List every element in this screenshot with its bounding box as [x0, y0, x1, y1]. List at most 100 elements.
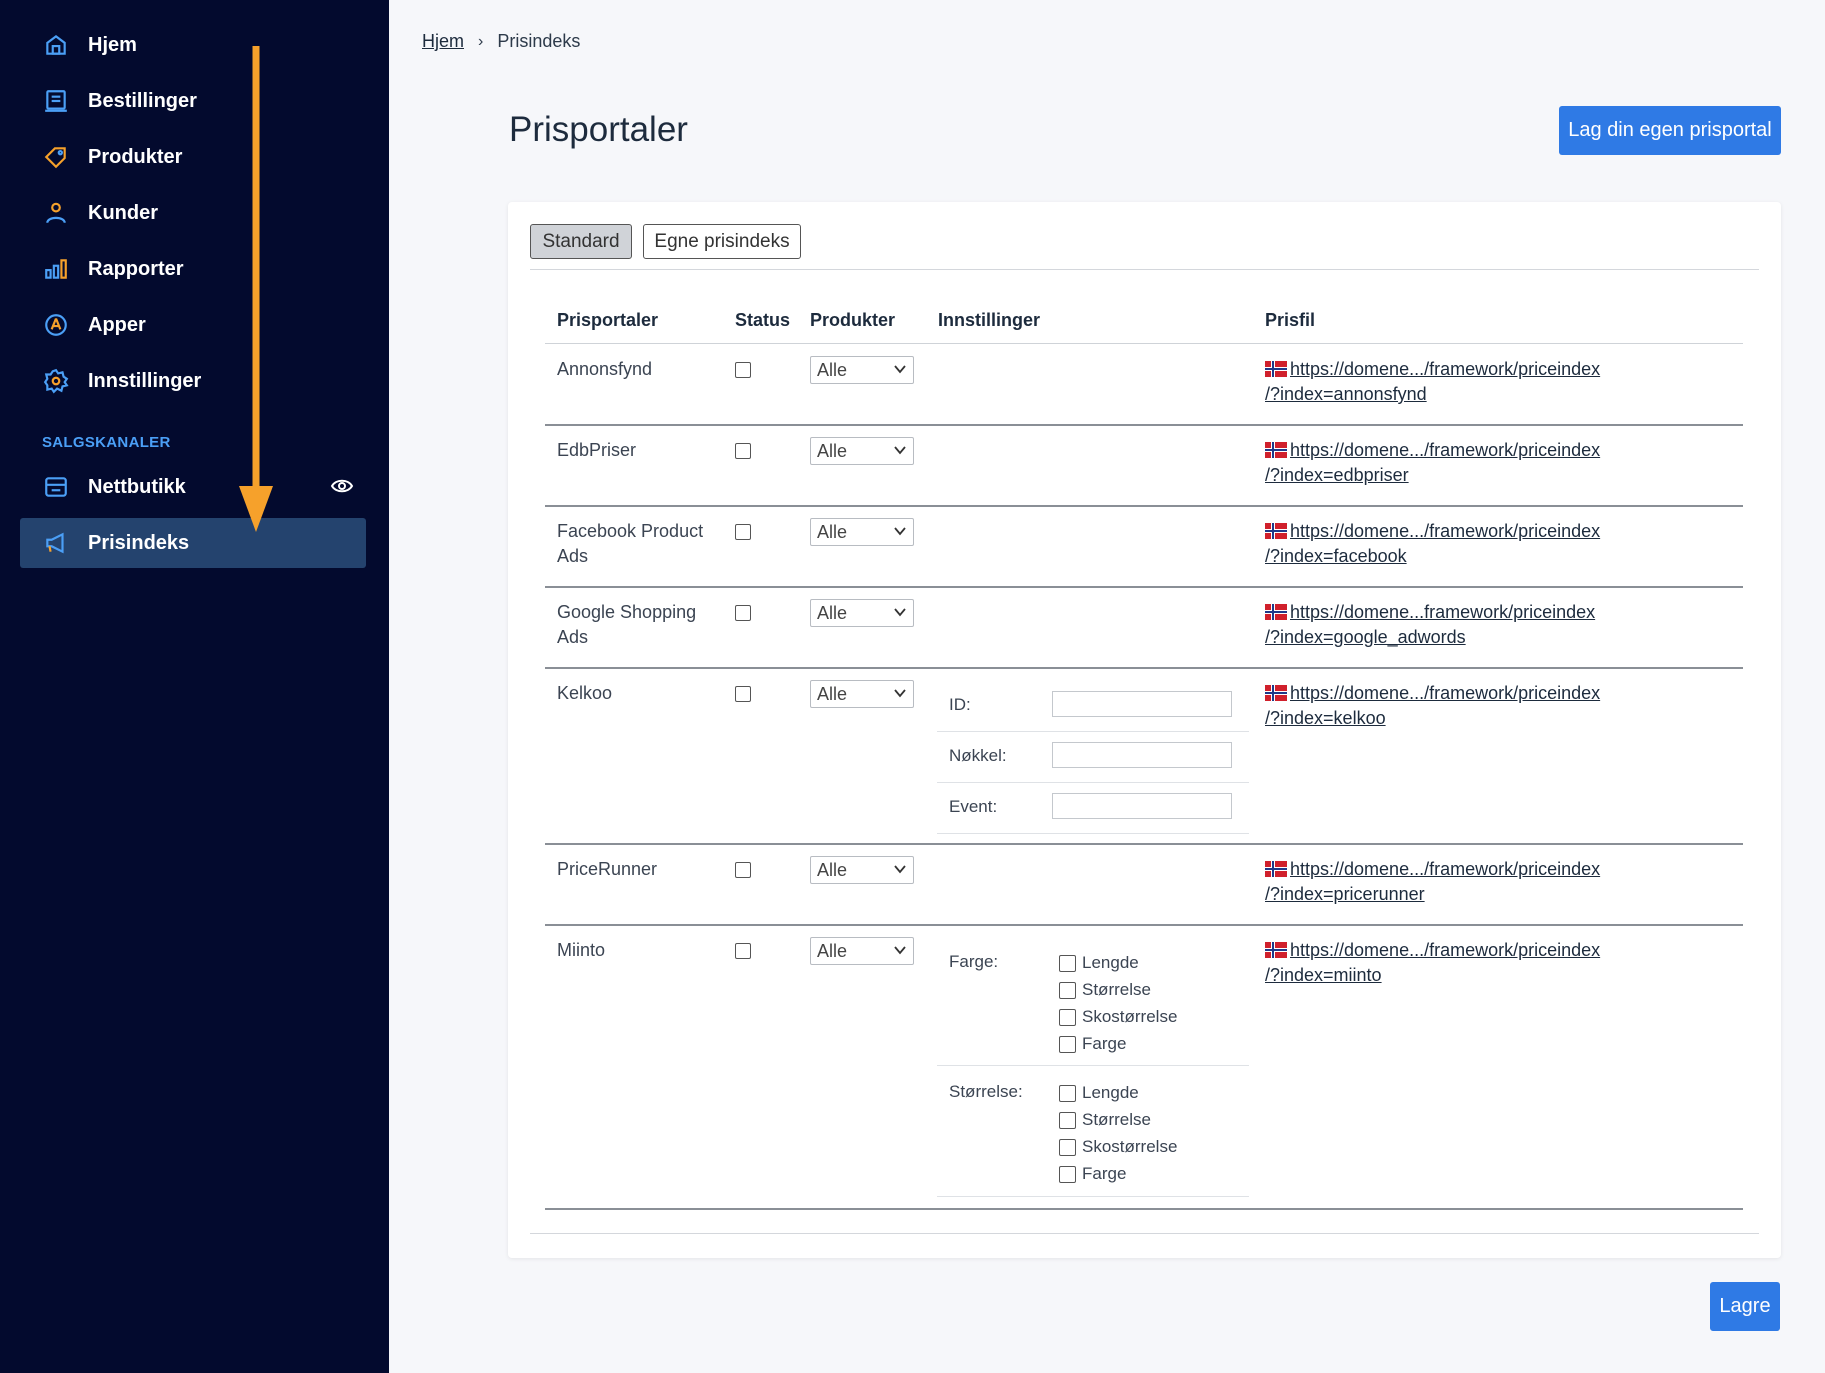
norway-flag-icon — [1265, 685, 1287, 701]
option-lengde[interactable]: Lengde — [1059, 1083, 1139, 1103]
kelkoo-key-input[interactable] — [1052, 742, 1232, 768]
select-value: Alle — [817, 440, 848, 461]
kelkoo-event-label: Event: — [949, 797, 998, 816]
select-value: Alle — [817, 359, 848, 380]
select-value: Alle — [817, 859, 848, 880]
products-select[interactable]: Alle — [810, 437, 914, 465]
norway-flag-icon — [1265, 442, 1287, 458]
user-icon — [42, 199, 70, 227]
pricefile-link[interactable]: https://domene.../framework/priceindex/?… — [1265, 940, 1601, 985]
divider — [937, 731, 1249, 732]
sidebar-item-bestillinger[interactable]: Bestillinger — [20, 76, 366, 126]
option-farge[interactable]: Farge — [1059, 1164, 1126, 1184]
status-checkbox[interactable] — [735, 605, 751, 621]
products-select[interactable]: Alle — [810, 518, 914, 546]
chevron-down-icon — [894, 608, 906, 617]
pricefile-link[interactable]: https://domene.../framework/priceindex/?… — [1265, 859, 1601, 904]
divider — [937, 1196, 1249, 1197]
portal-name: EdbPriser — [557, 440, 637, 460]
header-status: Status — [735, 310, 791, 330]
checkbox[interactable] — [1059, 981, 1076, 999]
products-select[interactable]: Alle — [810, 599, 914, 627]
sidebar-item-label: Bestillinger — [88, 89, 197, 112]
sidebar-item-nettbutikk[interactable]: Nettbutikk — [20, 462, 366, 512]
kelkoo-id-input[interactable] — [1052, 691, 1232, 717]
megaphone-icon — [42, 529, 70, 557]
sidebar-item-label: Rapporter — [88, 257, 184, 280]
norway-flag-icon — [1265, 523, 1287, 539]
pricefile-link[interactable]: https://domene.../framework/priceindex/?… — [1265, 683, 1601, 728]
portal-name: Miinto — [557, 940, 606, 960]
products-select[interactable]: Alle — [810, 937, 914, 965]
kelkoo-event-input[interactable] — [1052, 793, 1232, 819]
status-checkbox[interactable] — [735, 943, 751, 959]
option-storrelse[interactable]: Størrelse — [1059, 1110, 1151, 1130]
sidebar-item-hjem[interactable]: Hjem — [20, 20, 366, 70]
chevron-down-icon — [894, 527, 906, 536]
status-checkbox[interactable] — [735, 362, 751, 378]
sidebar-item-label: Produkter — [88, 145, 183, 168]
divider — [545, 424, 1743, 426]
products-select[interactable]: Alle — [810, 356, 914, 384]
status-checkbox[interactable] — [735, 686, 751, 702]
eye-icon[interactable] — [330, 474, 354, 498]
checkbox[interactable] — [1059, 1165, 1076, 1183]
checkbox[interactable] — [1059, 1084, 1076, 1102]
select-value: Alle — [817, 940, 848, 961]
sidebar-item-rapporter[interactable]: Rapporter — [20, 244, 366, 294]
sidebar-item-kunder[interactable]: Kunder — [20, 188, 366, 238]
select-value: Alle — [817, 602, 848, 623]
miinto-size-label: Størrelse: — [949, 1082, 1023, 1101]
tab-egne-prisindeks[interactable]: Egne prisindeks — [643, 224, 801, 259]
option-skostorrelse[interactable]: Skostørrelse — [1059, 1137, 1177, 1157]
priceportal-card: Standard Egne prisindeks Prisportaler St… — [508, 202, 1781, 1258]
checkbox[interactable] — [1059, 1035, 1076, 1053]
create-priceportal-button[interactable]: Lag din egen prisportal — [1559, 106, 1781, 155]
divider — [937, 833, 1249, 834]
option-storrelse[interactable]: Størrelse — [1059, 980, 1151, 1000]
option-lengde[interactable]: Lengde — [1059, 953, 1139, 973]
status-checkbox[interactable] — [735, 524, 751, 540]
chevron-down-icon — [894, 946, 906, 955]
status-checkbox[interactable] — [735, 862, 751, 878]
sidebar-item-prisindeks[interactable]: Prisindeks — [20, 518, 366, 568]
pricefile-link[interactable]: https://domene.../framework/priceindex/?… — [1265, 440, 1601, 485]
chevron-down-icon — [894, 689, 906, 698]
divider — [545, 343, 1743, 344]
page-title: Prisportaler — [509, 110, 688, 149]
save-button[interactable]: Lagre — [1710, 1282, 1780, 1331]
sidebar-item-label: Apper — [88, 313, 146, 336]
option-farge[interactable]: Farge — [1059, 1034, 1126, 1054]
norway-flag-icon — [1265, 942, 1287, 958]
sidebar-item-innstillinger[interactable]: Innstillinger — [20, 356, 366, 406]
tab-standard[interactable]: Standard — [530, 224, 632, 259]
portal-name: Google Shopping Ads — [557, 602, 697, 647]
apps-icon — [42, 311, 70, 339]
tag-icon — [42, 143, 70, 171]
checkbox[interactable] — [1059, 1138, 1076, 1156]
breadcrumb: Hjem › Prisindeks — [422, 31, 580, 52]
pricefile-link[interactable]: https://domene...framework/priceindex/?i… — [1265, 602, 1596, 647]
sidebar-section-label: SALGSKANALER — [42, 434, 171, 451]
header-produkter: Produkter — [810, 310, 896, 330]
sidebar-item-apper[interactable]: Apper — [20, 300, 366, 350]
divider — [545, 505, 1743, 507]
kelkoo-id-label: ID: — [949, 695, 971, 714]
sidebar-item-label: Hjem — [88, 33, 137, 56]
select-value: Alle — [817, 683, 848, 704]
checkbox[interactable] — [1059, 954, 1076, 972]
status-checkbox[interactable] — [735, 443, 751, 459]
sidebar-item-produkter[interactable]: Produkter — [20, 132, 366, 182]
sidebar: Hjem Bestillinger Produkter Kunder Rappo… — [0, 0, 389, 1373]
products-select[interactable]: Alle — [810, 680, 914, 708]
pricefile-link[interactable]: https://domene.../framework/priceindex/?… — [1265, 521, 1601, 566]
pricefile-link[interactable]: https://domene.../framework/priceindex/?… — [1265, 359, 1601, 404]
checkbox[interactable] — [1059, 1008, 1076, 1026]
divider — [545, 924, 1743, 926]
products-select[interactable]: Alle — [810, 856, 914, 884]
checkbox[interactable] — [1059, 1111, 1076, 1129]
norway-flag-icon — [1265, 361, 1287, 377]
breadcrumb-home-link[interactable]: Hjem — [422, 31, 465, 51]
option-skostorrelse[interactable]: Skostørrelse — [1059, 1007, 1177, 1027]
header-prisportaler: Prisportaler — [557, 310, 659, 330]
